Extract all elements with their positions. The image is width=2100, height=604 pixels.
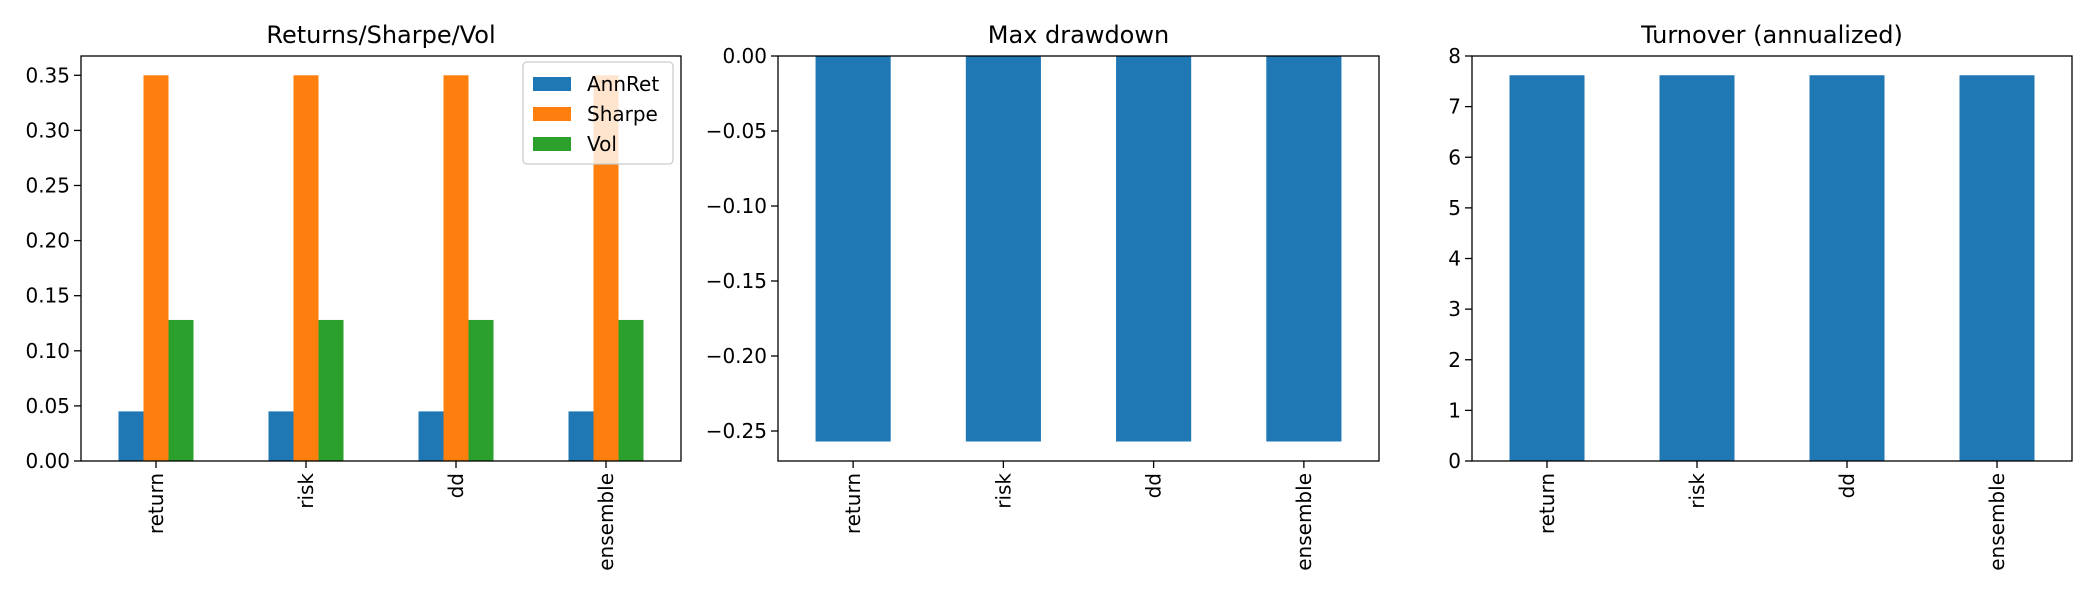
x-tick-label: dd [1835,473,1859,498]
chart-title: Turnover (annualized) [1640,21,1903,49]
x-tick-label: ensemble [594,473,618,571]
x-tick-label: risk [991,473,1015,509]
y-tick-label: 0.20 [25,229,70,253]
legend-label-sharpe: Sharpe [587,102,658,126]
bar-vol-ensemble [618,319,644,461]
x-axis: return risk dd ensemble [841,461,1316,571]
bar-annret-dd [418,411,444,461]
y-tick-label: 0.00 [25,449,70,473]
legend-swatch-sharpe [533,107,571,121]
bar-risk [1659,75,1735,462]
y-tick-label: 0 [1448,449,1461,473]
x-tick-label: return [841,473,865,534]
bar-dd [1116,56,1192,442]
x-tick-label: dd [444,473,468,498]
x-axis: return risk dd ensemble [144,461,618,571]
panel-turnover: Turnover (annualized) 0 1 2 3 4 5 6 7 8 return ri… [1448,21,2073,571]
legend-swatch-vol [533,137,571,151]
y-tick-label: 0.05 [25,394,70,418]
bar-annret-return [118,411,144,461]
bar-sharpe-return [143,75,169,462]
bar-risk [965,56,1041,442]
bar-return [815,56,891,442]
y-tick-label: −0.20 [706,344,767,368]
y-tick-label: 6 [1448,145,1461,169]
plot-frame [777,55,1380,462]
y-tick-label: 0.25 [25,173,70,197]
legend-label-vol: Vol [587,132,617,156]
x-tick-label: dd [1142,473,1166,498]
plot-area [815,56,1342,442]
x-tick-label: return [144,473,168,534]
bar-ensemble [1266,56,1342,442]
y-tick-label: 0.10 [25,339,70,363]
chart-title: Returns/Sharpe/Vol [266,21,495,49]
y-tick-label: 0.30 [25,118,70,142]
bar-vol-dd [468,319,494,461]
y-axis: 0.00 −0.05 −0.10 −0.15 −0.20 −0.25 [706,44,778,443]
x-tick-label: return [1535,473,1559,534]
bar-sharpe-dd [443,75,469,462]
x-tick-label: risk [1685,473,1709,509]
x-tick-label: ensemble [1292,473,1316,571]
bar-return [1509,75,1585,462]
bar-sharpe-risk [293,75,319,462]
x-axis: return risk dd ensemble [1535,461,2009,571]
bar-annret-risk [268,411,294,461]
legend-label-annret: AnnRet [587,72,659,96]
y-tick-label: 7 [1448,95,1461,119]
y-tick-label: −0.15 [706,269,767,293]
panel-returns-sharpe-vol: Returns/Sharpe/Vol 0.000.050.100.150.200… [25,21,682,571]
bar-ensemble [1959,75,2035,462]
y-tick-label: 5 [1448,196,1461,220]
bar-vol-risk [318,319,344,461]
y-tick-label: 3 [1448,297,1461,321]
bar-vol-return [168,319,194,461]
plot-frame [80,55,682,462]
x-tick-label: risk [294,473,318,509]
legend-swatch-annret [533,77,571,91]
y-tick-label: 1 [1448,398,1461,422]
y-tick-label: 8 [1448,44,1461,68]
y-tick-label: −0.05 [706,119,767,143]
bar-annret-ensemble [568,411,594,461]
y-tick-label: 0.15 [25,284,70,308]
x-tick-label: ensemble [1985,473,2009,571]
y-tick-label: 0.35 [25,63,70,87]
y-tick-label: 4 [1448,247,1461,271]
chart-title: Max drawdown [988,21,1169,49]
y-axis: 0.00 0.05 0.10 0.15 0.20 0.25 0.30 0.35 [25,63,81,473]
legend: AnnRet Sharpe Vol [522,61,674,165]
bar-dd [1809,75,1885,462]
y-tick-label: 0.00 [722,44,767,68]
plot-area [1509,75,2035,462]
y-tick-label: 2 [1448,348,1461,372]
y-axis: 0 1 2 3 4 5 6 7 8 [1448,44,1472,473]
panel-max-drawdown: Max drawdown 0.00 −0.05 −0.10 −0.15 −0.20 −0.… [706,21,1380,571]
y-tick-label: −0.25 [706,419,767,443]
y-tick-label: −0.10 [706,194,767,218]
